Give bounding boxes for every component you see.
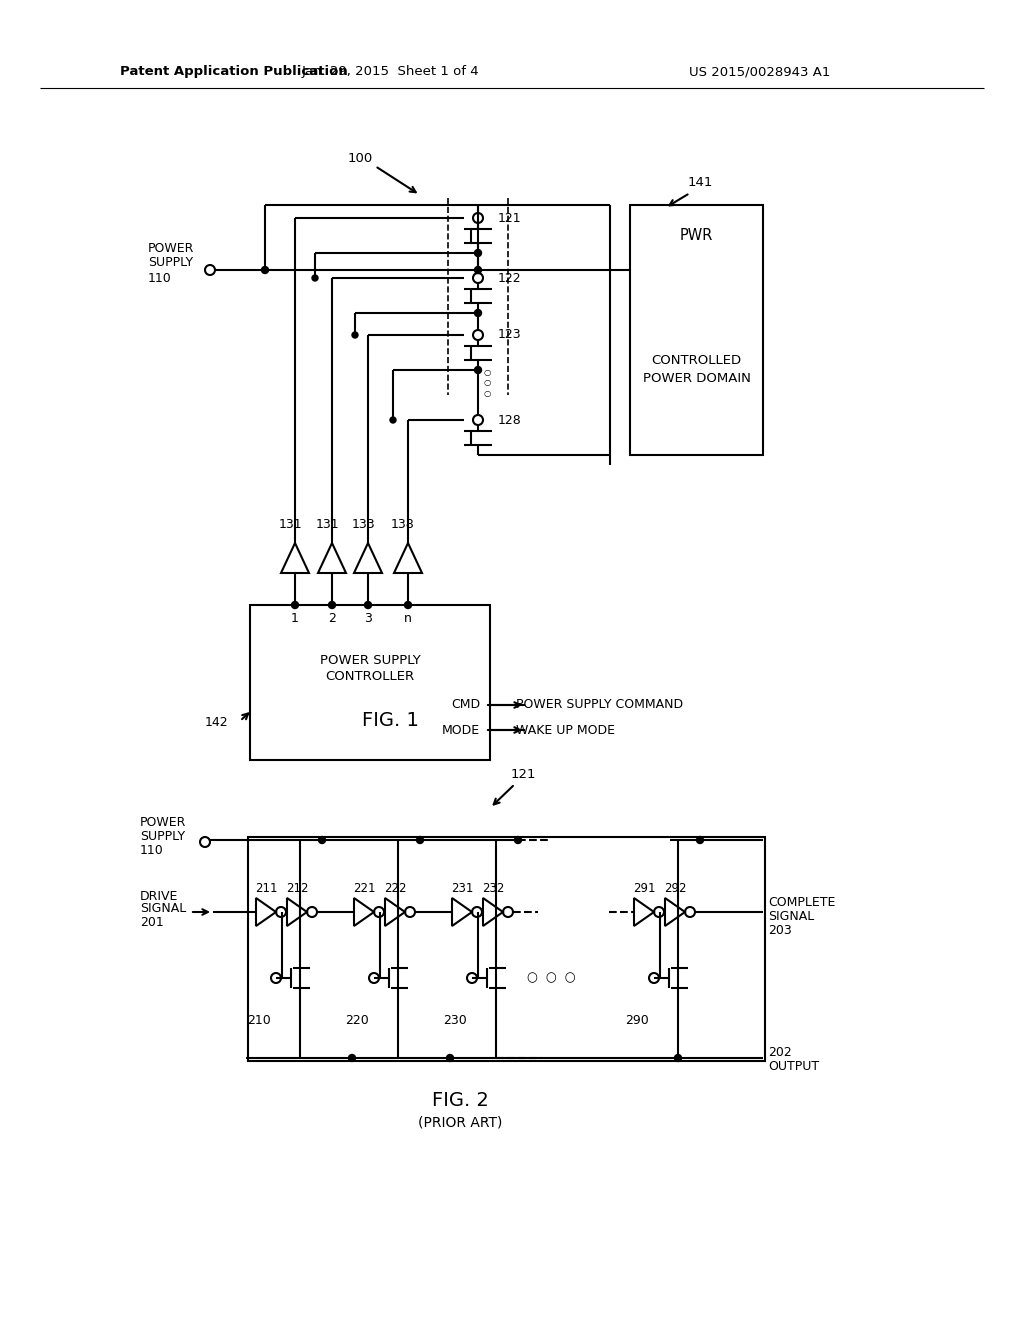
Text: 123: 123	[498, 329, 521, 342]
Circle shape	[312, 275, 318, 281]
Text: 220: 220	[345, 1014, 369, 1027]
Text: 133: 133	[351, 519, 375, 532]
Circle shape	[514, 837, 521, 843]
Circle shape	[365, 602, 372, 609]
Text: Patent Application Publication: Patent Application Publication	[120, 66, 348, 78]
Text: SUPPLY: SUPPLY	[140, 829, 185, 842]
Text: 121: 121	[498, 211, 521, 224]
Circle shape	[474, 267, 481, 273]
Text: 1: 1	[291, 612, 299, 626]
Text: FIG. 2: FIG. 2	[431, 1090, 488, 1110]
Text: 110: 110	[140, 843, 164, 857]
Text: 121: 121	[510, 768, 536, 781]
Text: 230: 230	[443, 1014, 467, 1027]
Text: n: n	[404, 612, 412, 626]
Text: (PRIOR ART): (PRIOR ART)	[418, 1115, 502, 1129]
Circle shape	[474, 367, 481, 374]
Circle shape	[474, 249, 481, 256]
Circle shape	[474, 309, 481, 317]
Text: 2: 2	[328, 612, 336, 626]
Text: 290: 290	[626, 1014, 649, 1027]
Text: FIG. 1: FIG. 1	[361, 710, 419, 730]
Text: 138: 138	[391, 519, 415, 532]
Text: 202: 202	[768, 1047, 792, 1060]
Circle shape	[696, 837, 703, 843]
Text: Jan. 29, 2015  Sheet 1 of 4: Jan. 29, 2015 Sheet 1 of 4	[301, 66, 479, 78]
Text: SUPPLY: SUPPLY	[148, 256, 194, 268]
Text: POWER SUPPLY: POWER SUPPLY	[319, 653, 421, 667]
Text: 142: 142	[205, 717, 228, 730]
Text: SIGNAL: SIGNAL	[140, 902, 186, 915]
Text: 292: 292	[664, 882, 686, 895]
Circle shape	[329, 602, 336, 609]
Text: PWR: PWR	[680, 227, 713, 243]
Circle shape	[292, 602, 299, 609]
Text: 122: 122	[498, 272, 521, 285]
Text: 211: 211	[255, 882, 278, 895]
Circle shape	[348, 1055, 355, 1061]
Text: COMPLETE: COMPLETE	[768, 895, 836, 908]
Circle shape	[675, 1055, 682, 1061]
Text: 203: 203	[768, 924, 792, 936]
Circle shape	[390, 417, 396, 422]
Text: 131: 131	[315, 519, 339, 532]
Text: WAKE UP MODE: WAKE UP MODE	[515, 723, 614, 737]
Text: DRIVE: DRIVE	[140, 890, 178, 903]
Bar	[630, 205, 763, 455]
Text: MODE: MODE	[442, 723, 480, 737]
Text: POWER SUPPLY COMMAND: POWER SUPPLY COMMAND	[516, 698, 684, 711]
Text: 201: 201	[140, 916, 164, 928]
Text: POWER: POWER	[140, 816, 186, 829]
Circle shape	[352, 333, 358, 338]
Text: POWER: POWER	[148, 242, 195, 255]
Text: 128: 128	[498, 413, 522, 426]
Circle shape	[446, 1055, 454, 1061]
Circle shape	[261, 267, 268, 273]
Circle shape	[404, 602, 412, 609]
Text: 222: 222	[384, 882, 407, 895]
Text: 221: 221	[352, 882, 375, 895]
Bar	[248, 837, 765, 1061]
Text: CMD: CMD	[451, 698, 480, 711]
Text: 131: 131	[279, 519, 302, 532]
Bar	[250, 605, 490, 760]
Text: CONTROLLED: CONTROLLED	[651, 354, 741, 367]
Text: 3: 3	[365, 612, 372, 626]
Text: 291: 291	[633, 882, 655, 895]
Text: ○  ○  ○: ○ ○ ○	[526, 972, 575, 985]
Circle shape	[318, 837, 326, 843]
Text: 110: 110	[148, 272, 172, 285]
Text: 100: 100	[347, 152, 373, 165]
Text: 232: 232	[482, 882, 504, 895]
Text: 212: 212	[286, 882, 308, 895]
Text: POWER DOMAIN: POWER DOMAIN	[643, 371, 751, 384]
Text: 231: 231	[451, 882, 473, 895]
Text: ○
○
○: ○ ○ ○	[483, 368, 490, 397]
Text: OUTPUT: OUTPUT	[768, 1060, 819, 1073]
Text: 141: 141	[687, 177, 713, 190]
Text: 210: 210	[247, 1014, 271, 1027]
Text: CONTROLLER: CONTROLLER	[326, 671, 415, 684]
Text: SIGNAL: SIGNAL	[768, 909, 814, 923]
Text: US 2015/0028943 A1: US 2015/0028943 A1	[689, 66, 830, 78]
Circle shape	[417, 837, 424, 843]
